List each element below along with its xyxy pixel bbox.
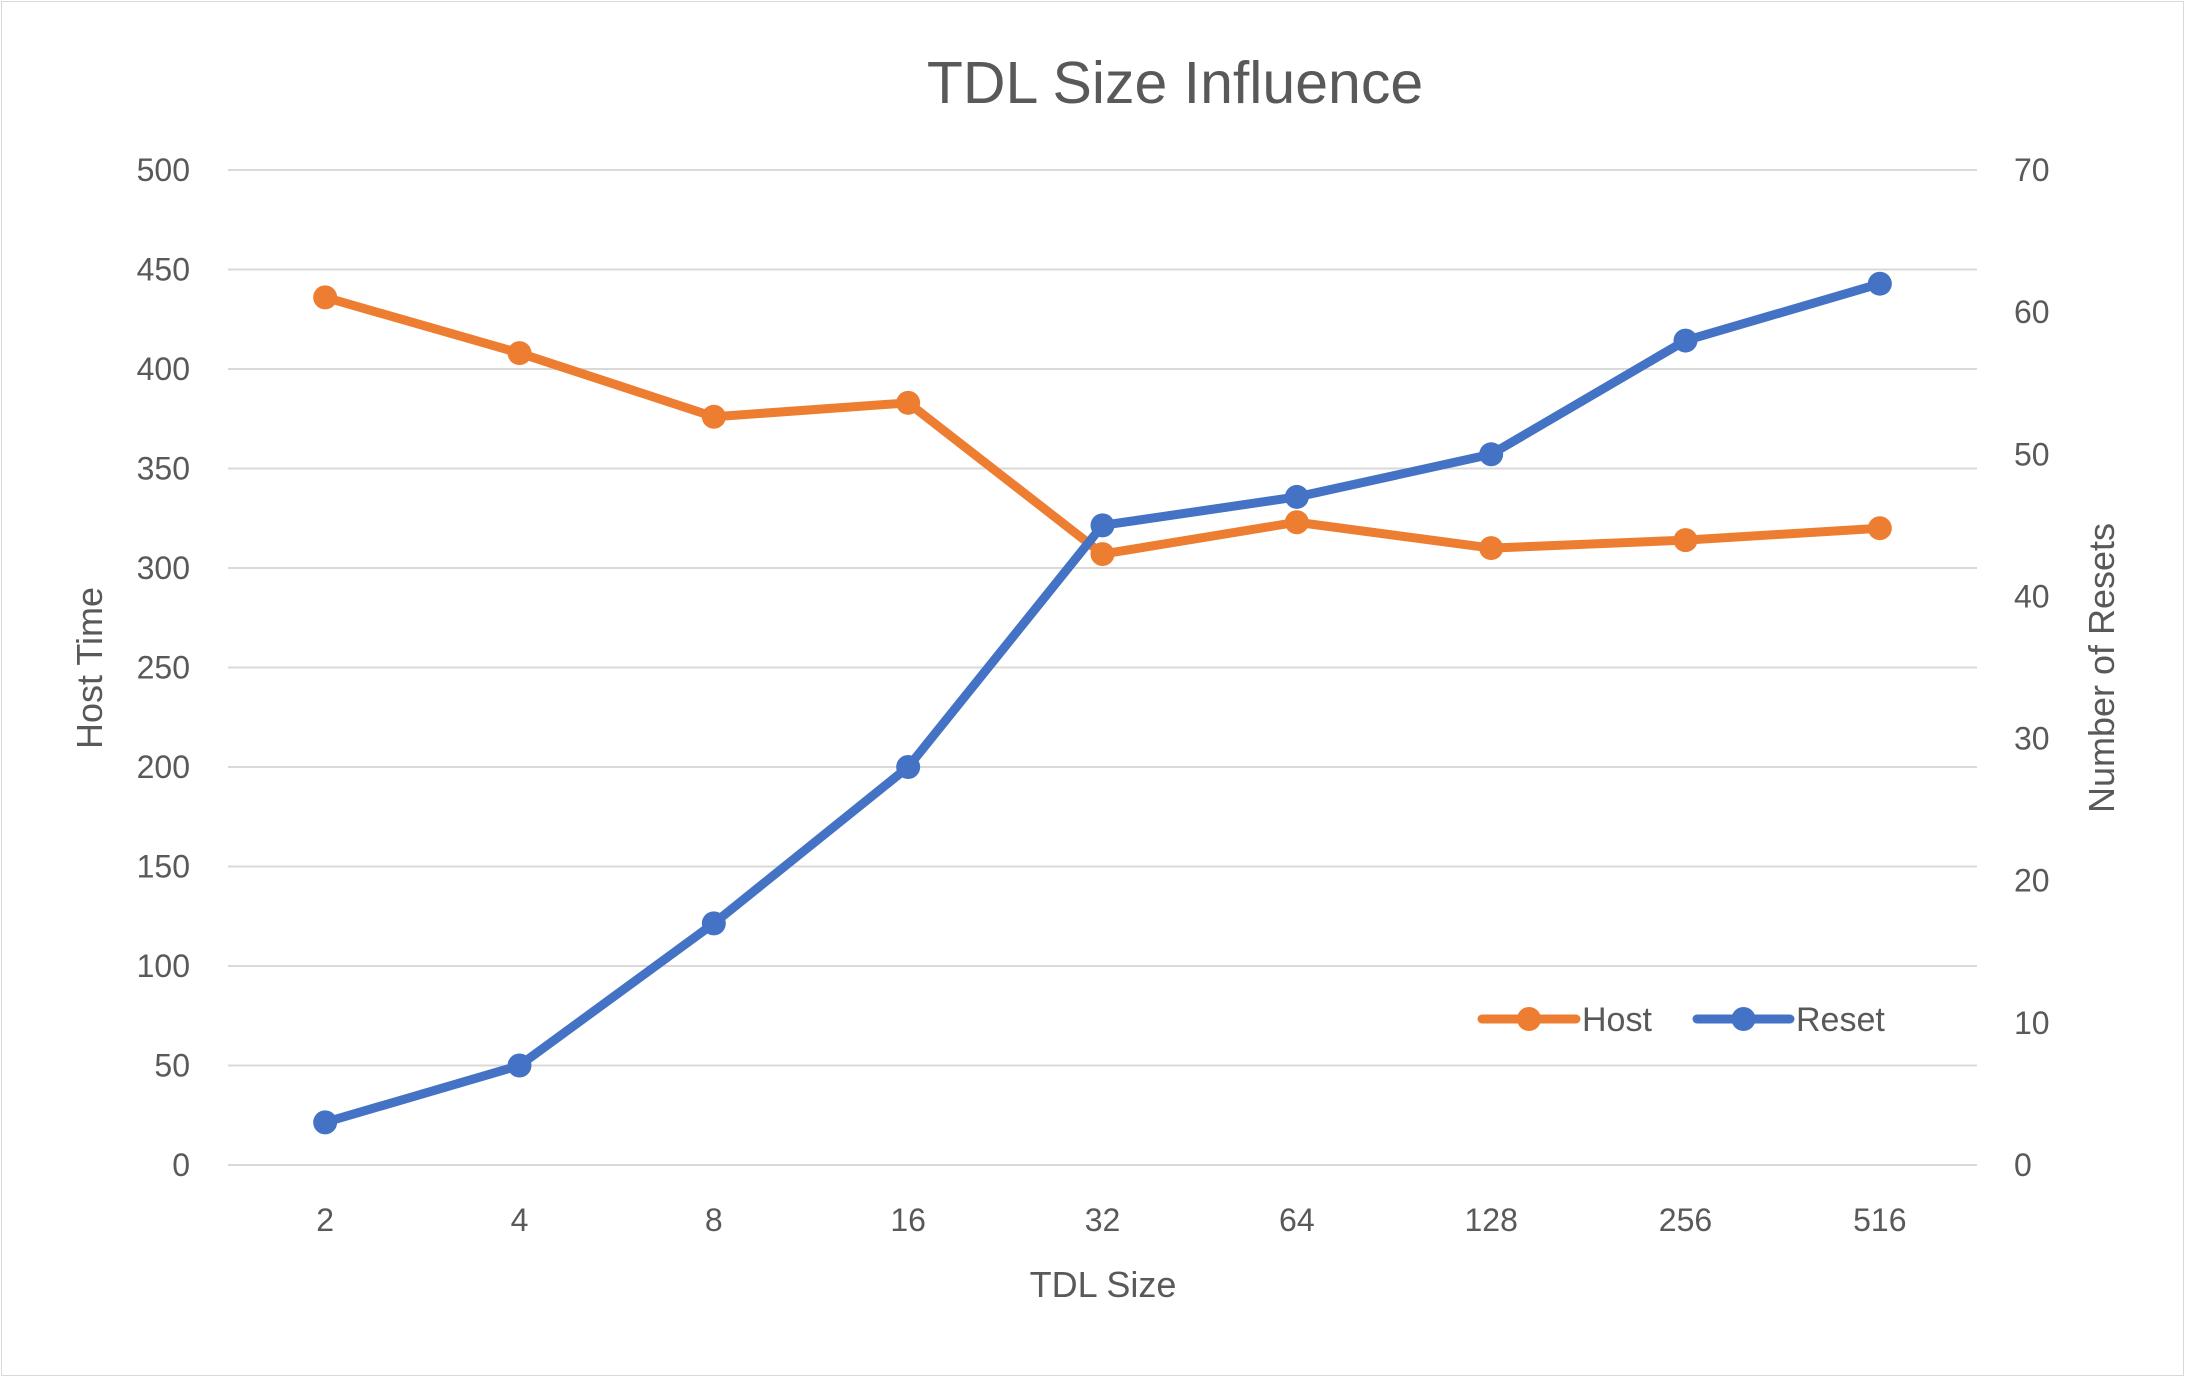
y-tick-label: 300 — [137, 550, 190, 586]
data-point-host — [1090, 542, 1115, 567]
data-point-reset — [507, 1053, 532, 1078]
legend-marker-host — [1517, 1007, 1541, 1031]
data-point-reset — [313, 1110, 338, 1135]
y-tick-label: 0 — [172, 1147, 190, 1183]
y-tick-label: 200 — [137, 749, 190, 785]
data-point-host — [507, 341, 532, 366]
y-tick-label: 350 — [137, 451, 190, 487]
data-point-reset — [896, 755, 921, 779]
y2-axis-title: Number of Resets — [2081, 523, 2122, 813]
data-point-host — [1479, 536, 1504, 561]
y-tick-label: 50 — [154, 1048, 190, 1084]
x-tick-label: 32 — [1085, 1202, 1121, 1238]
x-axis-ticks: 2 4 8 16 32 64 128 256 516 — [316, 1202, 1906, 1238]
x-tick-label: 8 — [705, 1202, 723, 1238]
data-point-host — [313, 285, 338, 310]
y2-tick-label: 60 — [2014, 294, 2050, 330]
right-axis-ticks: 0 10 20 30 40 50 60 70 — [2014, 152, 2050, 1183]
y2-tick-label: 20 — [2014, 863, 2050, 899]
y-tick-label: 450 — [137, 252, 190, 288]
series-layer — [313, 271, 1892, 1135]
y-tick-label: 100 — [137, 948, 190, 984]
series-line-reset — [320, 279, 1885, 1127]
y-tick-label: 400 — [137, 351, 190, 387]
legend: Host Reset — [1477, 1001, 1885, 1039]
data-point-host — [896, 390, 921, 415]
y-tick-label: 150 — [137, 849, 190, 885]
data-point-host — [1284, 510, 1309, 535]
x-axis-title: TDL Size — [1030, 1264, 1177, 1305]
data-point-host — [701, 404, 726, 429]
left-axis-ticks: 0 50 100 150 200 250 300 350 400 450 500 — [137, 152, 190, 1183]
data-point-reset — [1867, 271, 1892, 296]
data-point-reset — [1284, 484, 1309, 509]
chart-title: TDL Size Influence — [927, 50, 1423, 116]
y2-tick-label: 70 — [2014, 152, 2050, 188]
x-tick-label: 2 — [316, 1202, 334, 1238]
y2-tick-label: 40 — [2014, 578, 2050, 614]
x-tick-label: 4 — [511, 1202, 529, 1238]
x-tick-label: 16 — [890, 1202, 926, 1238]
legend-marker-reset — [1731, 1007, 1756, 1031]
x-tick-label: 256 — [1659, 1202, 1712, 1238]
x-tick-label: 128 — [1464, 1202, 1517, 1238]
y2-tick-label: 50 — [2014, 436, 2050, 472]
data-point-reset — [1673, 328, 1698, 353]
x-tick-label: 64 — [1279, 1202, 1315, 1238]
y-tick-label: 250 — [137, 650, 190, 686]
y2-tick-label: 30 — [2014, 721, 2050, 757]
x-tick-label: 516 — [1853, 1202, 1906, 1238]
legend-label-host: Host — [1582, 1001, 1652, 1039]
data-point-reset — [1479, 442, 1504, 467]
legend-label-reset: Reset — [1796, 1001, 1885, 1039]
y-axis-title: Host Time — [69, 587, 110, 749]
data-point-host — [1867, 516, 1892, 541]
data-point-host — [1673, 528, 1698, 553]
y-tick-label: 500 — [137, 152, 190, 188]
y2-tick-label: 0 — [2014, 1147, 2032, 1183]
y2-tick-label: 10 — [2014, 1005, 2050, 1041]
data-point-reset — [701, 911, 726, 936]
data-point-reset — [1090, 513, 1115, 538]
